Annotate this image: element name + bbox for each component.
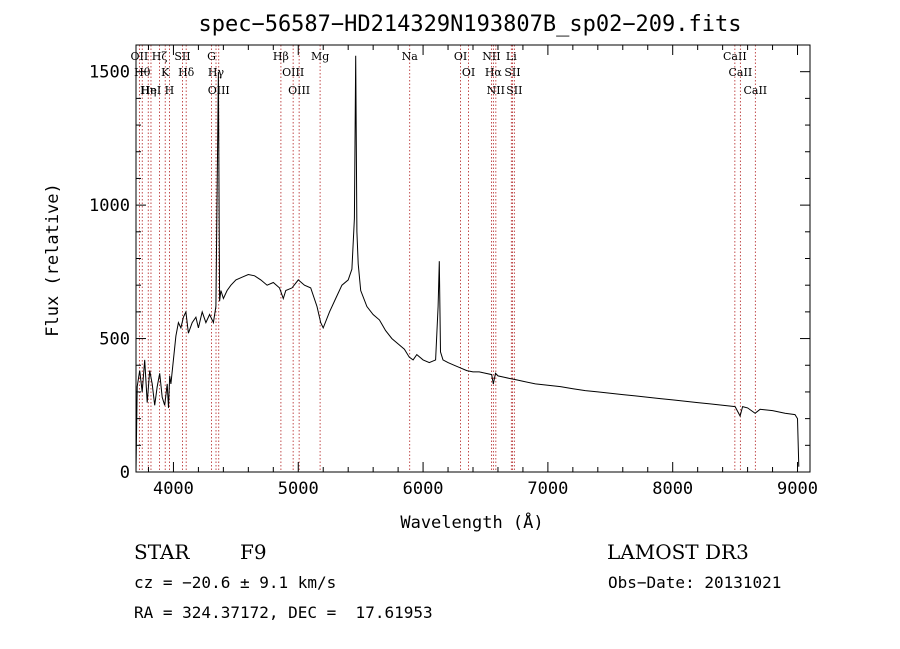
line-marker-label: Mg [311,50,329,63]
x-tick-label: 8000 [652,479,693,499]
line-marker-label: Hη [140,84,156,97]
line-marker-label: H [165,84,175,97]
x-tick-label: 7000 [527,479,568,499]
line-marker-label: CaII [729,66,753,79]
redshift-value: cz = −20.6 ± 9.1 km/s [134,573,337,592]
line-marker-label: SII [174,50,190,63]
spectrum-line [135,55,800,473]
line-marker-label: CaII [743,84,767,97]
line-marker-label: Hδ [178,66,195,79]
line-marker-label: Hγ [208,66,225,79]
x-tick-label: 5000 [278,479,319,499]
line-marker-label: G [207,50,216,63]
survey-name: LAMOST DR3 [607,540,749,564]
line-marker-label: Hα [485,66,503,79]
x-tick-label: 4000 [153,479,194,499]
line-marker-label: OII [131,50,149,63]
x-axis-ticks: 4000 5000 6000 7000 8000 9000 [147,45,818,499]
x-axis-label: Wavelength (Å) [400,511,543,533]
chart-title: spec−56587−HD214329N193807B_sp02−209.fit… [198,12,741,37]
x-tick-label: 9000 [777,479,818,499]
line-marker-label: OIII [288,84,310,97]
line-marker-label: Hζ [152,50,168,63]
line-marker-label: SII [504,66,520,79]
line-marker-label: OI [462,66,475,79]
line-marker-label: Li [506,50,517,63]
y-axis-ticks: 0 500 1000 1500 [89,63,810,483]
coordinates: RA = 324.37172, DEC = 17.61953 [134,603,433,622]
line-marker-label: SII [506,84,522,97]
x-tick-label: 6000 [403,479,444,499]
spectrum-chart: spec−56587−HD214329N193807B_sp02−209.fit… [43,12,818,533]
line-marker-label: HeI [141,84,161,97]
y-tick-label: 500 [99,330,130,350]
line-markers [138,45,756,472]
line-marker-label: NII [482,50,500,63]
line-marker-label: NII [487,84,505,97]
y-tick-label: 0 [120,463,130,483]
line-marker-label: Na [402,50,419,63]
line-marker-label: Hβ [273,50,289,63]
object-class: STAR [134,540,190,564]
plot-frame [135,44,811,473]
y-axis-label: Flux (relative) [43,183,63,337]
line-marker-label: Hθ [134,66,151,79]
line-marker-label: CaII [723,50,747,63]
line-marker-label: OIII [282,66,304,79]
line-marker-label: OI [454,50,467,63]
observation-date: Obs−Date: 20131021 [608,573,782,592]
object-subclass: F9 [240,540,267,564]
line-marker-label: K [161,66,170,79]
y-tick-label: 1000 [89,196,130,216]
y-tick-label: 1500 [89,63,130,83]
